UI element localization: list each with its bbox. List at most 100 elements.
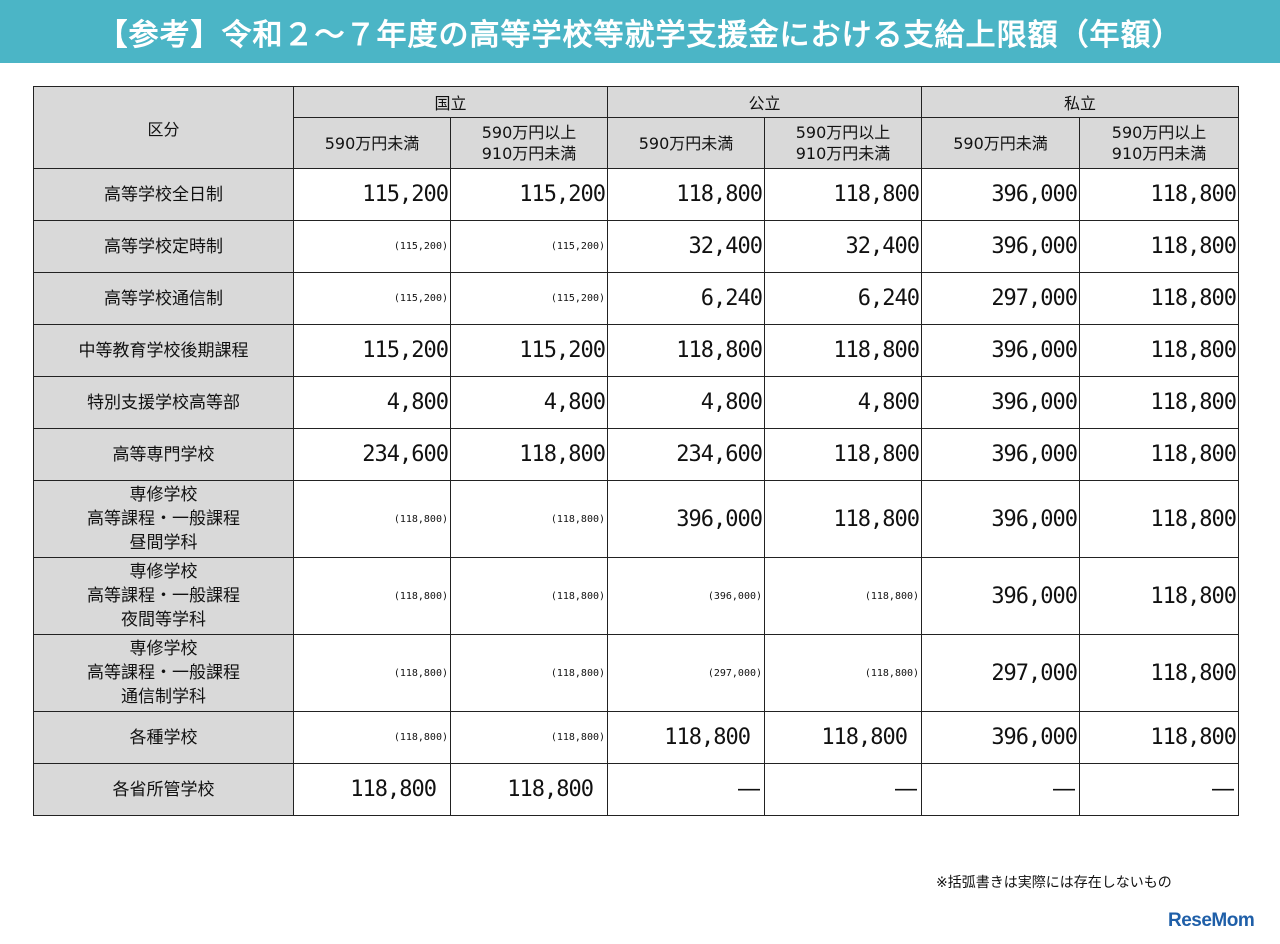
amount-cell: 4,800: [293, 376, 451, 429]
school-type-label-line: 中等教育学校後期課程: [78, 340, 249, 361]
amount-cell: (297,000): [607, 634, 766, 712]
subsidy-table-container: 区分 国立 公立 私立 590万円未満 590万円以上 910万円未満 590万円未満…: [33, 86, 1240, 816]
amount-cell: 118,800: [607, 168, 766, 221]
income-subheader: 590万円以上 910万円未満: [764, 117, 923, 169]
group-header-private: 私立: [921, 86, 1240, 118]
amount-cell: 118,800: [1079, 324, 1240, 377]
table-row: 高等学校全日制 115,200 115,200 118,800 118,800 396,0…: [33, 168, 1240, 221]
amount-cell: ―: [921, 763, 1081, 816]
amount-cell: ―: [764, 763, 923, 816]
amount-cell: 118,800: [764, 480, 923, 558]
amount-cell: 115,200: [449, 324, 609, 377]
amount-cell: 234,600: [607, 428, 766, 481]
amount-cell: (115,200): [449, 272, 609, 325]
amount-cell: 118,800: [1079, 634, 1240, 712]
amount-cell: (118,800): [764, 634, 923, 712]
school-type-label: 各種学校: [33, 711, 294, 764]
amount-cell: 118,800: [1079, 220, 1240, 273]
amount-cell: (118,800): [764, 557, 923, 635]
amount-cell: 118,800: [1079, 711, 1240, 764]
amount-cell: (118,800): [449, 557, 609, 635]
table-row: 特別支援学校高等部 4,800 4,800 4,800 4,800 396,000 118,…: [33, 376, 1240, 429]
table-row: 高等専門学校 234,600 118,800 234,600 118,800 396,00…: [33, 428, 1240, 481]
amount-cell: 396,000: [921, 376, 1081, 429]
amount-cell: 115,200: [449, 168, 609, 221]
amount-cell: 118,800: [1079, 480, 1240, 558]
school-type-label: 中等教育学校後期課程: [33, 324, 294, 377]
school-type-label-line: 夜間等学科: [121, 610, 206, 630]
amount-cell: (118,800): [293, 634, 451, 712]
resemom-logo: ReseMom: [1168, 910, 1255, 931]
table-row: 各省所管学校 118,800 118,800 ― ― ― ―: [33, 763, 1240, 816]
income-subheader-line: 590万円未満: [324, 133, 420, 153]
amount-cell: 6,240: [607, 272, 766, 325]
table-row: 専修学校 高等課程・一般課程 昼間学科 (118,800) (118,800) 396,0…: [33, 480, 1240, 558]
table-row: 各種学校 (118,800) (118,800) 118,800 118,800 396,…: [33, 711, 1240, 764]
income-subheader-line: 910万円未満: [481, 144, 577, 163]
amount-cell: 115,200: [293, 168, 451, 221]
income-subheader: 590万円以上 910万円未満: [449, 117, 609, 169]
amount-cell: 118,800: [449, 763, 609, 816]
amount-cell: 32,400: [607, 220, 766, 273]
footnote: ※括弧書きは実際には存在しないもの: [936, 875, 1172, 891]
amount-cell: 4,800: [449, 376, 609, 429]
income-subheader-line: 590万円以上: [1111, 123, 1207, 142]
amount-cell: 115,200: [293, 324, 451, 377]
school-type-label: 高等学校全日制: [33, 168, 294, 221]
income-subheader: 590万円未満: [607, 117, 766, 169]
table-row: 専修学校 高等課程・一般課程 通信制学科 (118,800) (118,800) (297…: [33, 634, 1240, 712]
amount-cell: (118,800): [449, 711, 609, 764]
school-type-label-line: 高等課程・一般課程: [87, 663, 240, 683]
amount-cell: 396,000: [921, 711, 1081, 764]
group-header-public: 公立: [607, 86, 923, 118]
table-row: 高等学校定時制 (115,200) (115,200) 32,400 32,400 396…: [33, 220, 1240, 273]
school-type-label-line: 各省所管学校: [112, 779, 215, 800]
school-type-label-line: 高等専門学校: [112, 444, 215, 465]
amount-cell: 396,000: [921, 480, 1081, 558]
school-type-label-line: 専修学校: [129, 639, 198, 659]
amount-cell: 118,800: [1079, 376, 1240, 429]
school-type-label-line: 高等学校通信制: [104, 288, 223, 309]
income-subheader-line: 910万円未満: [795, 144, 891, 163]
group-header-national: 国立: [292, 86, 609, 118]
income-subheader: 590万円以上 910万円未満: [1079, 117, 1240, 169]
amount-cell: (118,800): [449, 480, 609, 558]
amount-cell: 118,800: [1079, 428, 1240, 481]
amount-cell: 396,000: [921, 428, 1081, 481]
amount-cell: 297,000: [921, 634, 1081, 712]
amount-cell: 6,240: [764, 272, 923, 325]
income-subheader: 590万円未満: [293, 117, 451, 169]
school-type-label-line: 昼間学科: [129, 533, 198, 553]
subheader-row: 590万円未満 590万円以上 910万円未満 590万円未満 590万円以上 910万円…: [34, 117, 1240, 169]
amount-cell: 396,000: [921, 557, 1081, 635]
amount-cell: (396,000): [607, 557, 766, 635]
school-type-label: 専修学校 高等課程・一般課程 通信制学科: [33, 634, 294, 712]
amount-cell: ―: [607, 763, 766, 816]
amount-cell: 396,000: [921, 220, 1081, 273]
corner-header: 区分: [33, 86, 294, 169]
amount-cell: 396,000: [921, 324, 1081, 377]
table-row: 高等学校通信制 (115,200) (115,200) 6,240 6,240 297,0…: [33, 272, 1240, 325]
school-type-label-line: 各種学校: [129, 727, 198, 748]
school-type-label-line: 高等学校全日制: [104, 184, 223, 205]
school-type-label-line: 専修学校: [129, 485, 198, 505]
amount-cell: 118,800: [607, 711, 766, 764]
amount-cell: (118,800): [293, 557, 451, 635]
amount-cell: (115,200): [293, 220, 451, 273]
amount-cell: 118,800: [293, 763, 451, 816]
amount-cell: 4,800: [764, 376, 923, 429]
table-row: 中等教育学校後期課程 115,200 115,200 118,800 118,800 39…: [33, 324, 1240, 377]
page-title: 【参考】令和２～７年度の高等学校等就学支援金における支給上限額（年額）: [0, 0, 1280, 63]
school-type-label: 高等学校定時制: [33, 220, 294, 273]
school-type-label: 高等学校通信制: [33, 272, 294, 325]
school-type-label-line: 特別支援学校高等部: [87, 392, 240, 413]
school-type-label: 特別支援学校高等部: [33, 376, 294, 429]
school-type-label: 各省所管学校: [33, 763, 294, 816]
amount-cell: 118,800: [1079, 168, 1240, 221]
amount-cell: 118,800: [607, 324, 766, 377]
amount-cell: 4,800: [607, 376, 766, 429]
amount-cell: 234,600: [293, 428, 451, 481]
amount-cell: 118,800: [1079, 272, 1240, 325]
income-subheader-line: 590万円以上: [481, 123, 577, 142]
amount-cell: 118,800: [764, 428, 923, 481]
